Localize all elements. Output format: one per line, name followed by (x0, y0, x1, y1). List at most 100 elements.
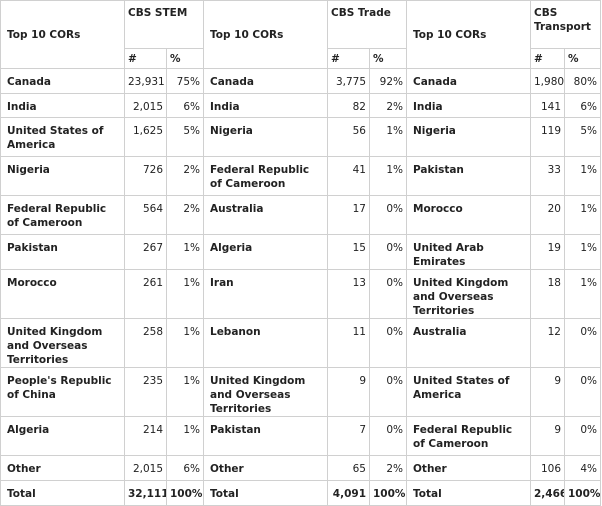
count-header: # (124, 48, 167, 69)
country-cell: Canada (0, 68, 125, 94)
group-label-trade: Top 10 CORs (203, 0, 328, 69)
country-cell: Algeria (203, 234, 328, 270)
country-cell: India (203, 93, 328, 118)
total-count: 2,466 (530, 480, 565, 506)
count-cell: 41 (327, 156, 370, 196)
pct-cell: 6% (166, 455, 204, 481)
pct-header: % (166, 48, 204, 69)
table-row: United States of America 1,625 5% Nigeria 56… (0, 117, 602, 157)
count-cell: 141 (530, 93, 565, 118)
table-row: Other 2,015 6% Other 65 2% Other 106 4% (0, 455, 602, 481)
count-cell: 2,015 (124, 455, 167, 481)
count-cell: 82 (327, 93, 370, 118)
pct-cell: 1% (166, 269, 204, 319)
table-row: Nigeria 726 2% Federal Republic of Cameroon… (0, 156, 602, 196)
pct-cell: 1% (166, 318, 204, 368)
total-label: Total (0, 480, 125, 506)
country-cell: United Arab Emirates (406, 234, 531, 270)
country-cell: Nigeria (406, 117, 531, 157)
country-cell: Morocco (0, 269, 125, 319)
count-cell: 19 (530, 234, 565, 270)
pct-cell: 6% (563, 93, 602, 118)
total-pct: 100% (563, 480, 602, 506)
total-pct: 100% (369, 480, 407, 506)
country-cell: United Kingdom and Overseas Territories (0, 318, 125, 368)
count-cell: 20 (530, 195, 565, 235)
country-cell: Federal Republic of Cameroon (203, 156, 328, 196)
count-cell: 17 (327, 195, 370, 235)
pct-cell: 1% (369, 117, 407, 157)
count-cell: 9 (530, 367, 565, 417)
country-cell: Iran (203, 269, 328, 319)
pct-cell: 0% (369, 269, 407, 319)
country-cell: Pakistan (406, 156, 531, 196)
table-row: People's Republic of China 235 1% United Ki… (0, 367, 602, 417)
pct-cell: 1% (166, 367, 204, 417)
pct-cell: 80% (563, 68, 602, 94)
count-cell: 2,015 (124, 93, 167, 118)
total-count: 4,091 (327, 480, 370, 506)
country-cell: Australia (203, 195, 328, 235)
pct-cell: 2% (369, 93, 407, 118)
count-cell: 9 (327, 367, 370, 417)
country-cell: Algeria (0, 416, 125, 456)
pct-cell: 1% (563, 269, 602, 319)
pct-cell: 0% (369, 195, 407, 235)
count-cell: 267 (124, 234, 167, 270)
pct-cell: 5% (563, 117, 602, 157)
pct-cell: 0% (563, 367, 602, 417)
country-cell: Pakistan (203, 416, 328, 456)
country-cell: Federal Republic of Cameroon (406, 416, 531, 456)
count-header: # (327, 48, 370, 69)
country-cell: Federal Republic of Cameroon (0, 195, 125, 235)
table-row: United Kingdom and Overseas Territories 2… (0, 318, 602, 368)
country-cell: Nigeria (0, 156, 125, 196)
pct-cell: 0% (563, 318, 602, 368)
pct-cell: 4% (563, 455, 602, 481)
count-cell: 258 (124, 318, 167, 368)
country-cell: Australia (406, 318, 531, 368)
pct-cell: 1% (166, 234, 204, 270)
count-cell: 15 (327, 234, 370, 270)
pct-cell: 2% (369, 455, 407, 481)
total-count: 32,111 (124, 480, 167, 506)
count-cell: 23,931 (124, 68, 167, 94)
country-cell: United Kingdom and Overseas Territories (406, 269, 531, 319)
count-cell: 13 (327, 269, 370, 319)
table-row: Morocco 261 1% Iran 13 0% United Kingdom and O… (0, 269, 602, 319)
country-cell: People's Republic of China (0, 367, 125, 417)
pct-cell: 1% (563, 234, 602, 270)
count-header: # (530, 48, 565, 69)
group-label-stem: Top 10 CORs (0, 0, 125, 69)
country-cell: United States of America (406, 367, 531, 417)
pct-cell: 6% (166, 93, 204, 118)
country-cell: Morocco (406, 195, 531, 235)
country-cell: Pakistan (0, 234, 125, 270)
country-cell: Lebanon (203, 318, 328, 368)
count-cell: 235 (124, 367, 167, 417)
pct-cell: 1% (166, 416, 204, 456)
count-cell: 1,625 (124, 117, 167, 157)
total-pct: 100% (166, 480, 204, 506)
pct-cell: 1% (563, 156, 602, 196)
country-cell: Canada (406, 68, 531, 94)
count-cell: 7 (327, 416, 370, 456)
country-cell: United Kingdom and Overseas Territories (203, 367, 328, 417)
count-cell: 564 (124, 195, 167, 235)
count-cell: 11 (327, 318, 370, 368)
country-cell: Other (203, 455, 328, 481)
pct-cell: 5% (166, 117, 204, 157)
count-cell: 18 (530, 269, 565, 319)
total-label: Total (203, 480, 328, 506)
total-label: Total (406, 480, 531, 506)
pct-cell: 1% (563, 195, 602, 235)
pct-cell: 92% (369, 68, 407, 94)
count-cell: 65 (327, 455, 370, 481)
table-row: Federal Republic of Cameroon 564 2% Austral… (0, 195, 602, 235)
pct-cell: 0% (369, 416, 407, 456)
country-cell: Other (0, 455, 125, 481)
pct-cell: 0% (563, 416, 602, 456)
country-cell: India (0, 93, 125, 118)
count-cell: 56 (327, 117, 370, 157)
pct-cell: 0% (369, 318, 407, 368)
